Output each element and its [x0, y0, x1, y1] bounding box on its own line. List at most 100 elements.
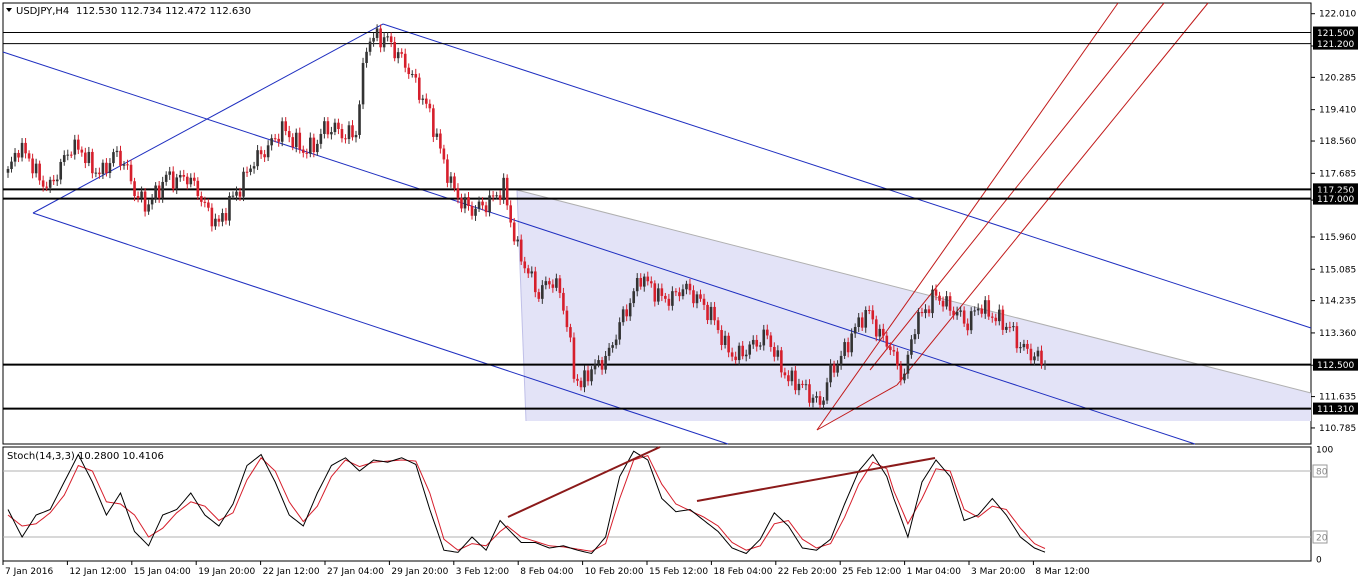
candle [31, 153, 34, 179]
candle-body [801, 383, 804, 385]
candle-body [646, 276, 650, 282]
candle [354, 130, 358, 143]
candle-body [649, 281, 653, 284]
candle [200, 191, 203, 207]
candle-body [27, 153, 31, 159]
candle-body [952, 310, 955, 316]
candle [843, 338, 846, 359]
channel-median-line[interactable] [2, 51, 1196, 445]
candle [987, 295, 991, 320]
candle [316, 139, 319, 156]
candle-body [502, 177, 505, 200]
candle [737, 342, 741, 366]
candle-body [1029, 348, 1033, 361]
candle-body [45, 186, 48, 188]
candle-body [681, 289, 685, 297]
pitchfork-median[interactable] [869, 2, 1165, 371]
divergence-line-2[interactable] [696, 457, 936, 502]
candle [537, 288, 541, 302]
candle [618, 317, 621, 345]
candle [621, 306, 625, 326]
pitchfork-left-tine[interactable] [816, 2, 1119, 431]
candle [129, 159, 133, 185]
candle-body [435, 133, 439, 137]
candle [699, 289, 702, 302]
candle-body [115, 150, 119, 153]
candle-body [751, 339, 755, 345]
candle [744, 349, 748, 362]
candle [688, 278, 692, 295]
candle [885, 331, 889, 350]
candle [635, 273, 639, 297]
level-tag-label: 117.250 [1317, 186, 1354, 196]
candle [896, 347, 899, 370]
candle-body [365, 51, 368, 63]
candle-body [934, 289, 938, 296]
candle-body [797, 383, 801, 391]
candle [927, 305, 931, 317]
candle-body [1005, 326, 1008, 330]
candle [164, 171, 168, 186]
candle [221, 208, 224, 227]
candle [959, 306, 962, 317]
candle-body [323, 121, 326, 134]
candle [541, 280, 544, 304]
candle [498, 190, 502, 206]
candle [646, 271, 650, 286]
candle-body [326, 121, 330, 135]
stoch-tick-label: 20 [1316, 534, 1328, 544]
candle [442, 144, 446, 164]
candle [193, 172, 196, 186]
candle-body [755, 339, 759, 347]
candle [477, 196, 481, 213]
pitchfork-handle[interactable] [816, 384, 898, 431]
candle [716, 317, 720, 334]
candle [294, 128, 298, 153]
candle-body [632, 291, 636, 304]
candle-body [379, 28, 382, 48]
candle [706, 301, 709, 325]
candle [583, 365, 586, 393]
candle-body [214, 218, 217, 227]
candle-body [874, 319, 878, 337]
candle-body [417, 77, 421, 100]
channel-upper-line[interactable] [382, 23, 1312, 329]
candle [857, 312, 860, 332]
candle-body [467, 197, 470, 206]
candle [966, 318, 969, 336]
candle-body [1012, 326, 1015, 328]
candle [530, 266, 534, 278]
candle [1015, 322, 1019, 353]
candle-body [157, 185, 161, 199]
candle [664, 292, 667, 303]
candle-body [414, 74, 418, 78]
candle-body [403, 53, 407, 68]
candle-body [776, 350, 780, 357]
candle [569, 323, 572, 343]
candle [713, 301, 716, 326]
candle-body [273, 138, 277, 140]
pitchfork-right-tine[interactable] [896, 2, 1209, 386]
candle [801, 380, 804, 389]
candle-body [773, 346, 776, 357]
candle [143, 188, 147, 217]
candle [839, 350, 843, 370]
candle-body [885, 335, 889, 347]
collapse-triangle-icon[interactable] [6, 8, 12, 12]
channel-anchor-line[interactable] [32, 23, 384, 214]
candle [593, 359, 597, 375]
candle-body [660, 288, 664, 296]
channel-lower-line[interactable] [32, 212, 729, 445]
candle-body [730, 352, 734, 357]
level-tag-box [1313, 402, 1358, 415]
candle [119, 145, 122, 171]
divergence-line-1[interactable] [507, 446, 661, 518]
candle [723, 330, 727, 349]
candle-body [509, 205, 512, 223]
candle-body [811, 397, 815, 403]
candle-body [185, 176, 189, 185]
main-header: USDJPY,H4 112.530 112.734 112.472 112.63… [6, 6, 251, 17]
candle-body [249, 168, 252, 172]
candle [389, 32, 393, 48]
candle-body [80, 149, 84, 153]
